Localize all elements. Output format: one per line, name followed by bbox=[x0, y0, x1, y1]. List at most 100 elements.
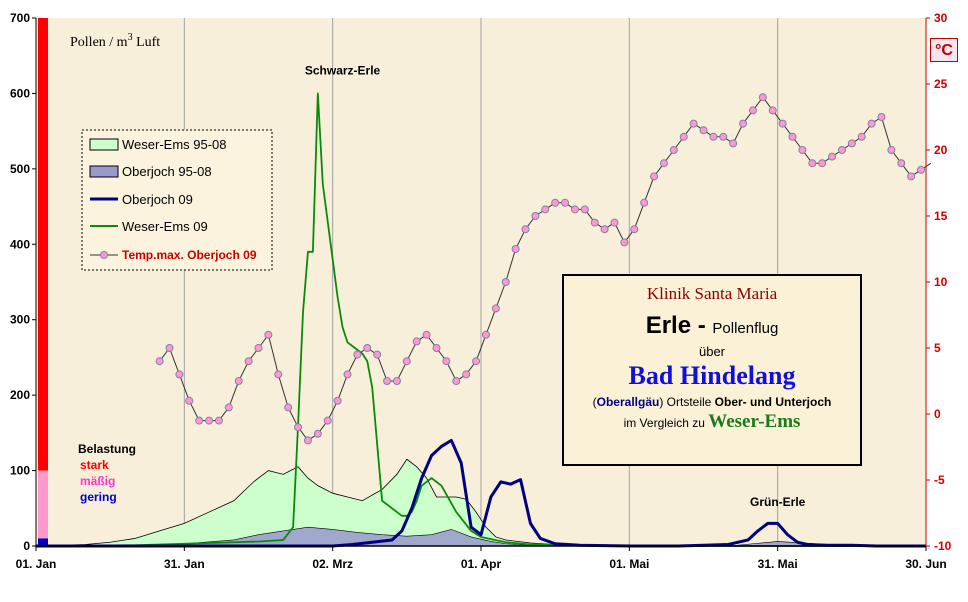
temp-point bbox=[402, 357, 411, 366]
temp-point bbox=[254, 344, 263, 352]
temperature-unit-badge: °C bbox=[930, 38, 958, 62]
temp-point bbox=[798, 146, 807, 154]
belastung-title: Belastung bbox=[78, 442, 136, 456]
temp-point bbox=[788, 132, 797, 141]
temp-point bbox=[610, 218, 619, 227]
y-left-tick-label: 100 bbox=[10, 464, 30, 478]
legend-label: Weser-Ems 95-08 bbox=[122, 137, 227, 152]
temp-point bbox=[333, 396, 342, 405]
belastung-bar-segment bbox=[38, 18, 48, 471]
x-tick-label: 30. Jun bbox=[905, 557, 946, 571]
legend-swatch-weser-ems-95-08 bbox=[89, 138, 119, 151]
temp-point bbox=[847, 139, 856, 148]
y-right-tick-label: 10 bbox=[934, 275, 948, 289]
y-left-tick-label: 700 bbox=[10, 11, 30, 25]
legend-swatch-oberjoch-95-08 bbox=[89, 165, 119, 178]
y-left-tick-label: 600 bbox=[10, 86, 30, 100]
legend-label: Oberjoch 09 bbox=[122, 192, 193, 207]
temp-point bbox=[175, 370, 184, 379]
belastung-bar-segment bbox=[38, 470, 48, 539]
legend: Weser-Ems 95-08 Oberjoch 95-08 Oberjoch … bbox=[81, 129, 273, 271]
location-subtitle: (Oberallgäu) Ortsteile Ober- und Unterjo… bbox=[564, 395, 860, 409]
temp-point bbox=[244, 357, 253, 366]
temp-point bbox=[857, 132, 866, 141]
temp-point bbox=[729, 139, 738, 148]
comparison-region: Weser-Ems bbox=[708, 411, 801, 432]
comparison-prefix: im Vergleich zu bbox=[623, 416, 709, 430]
title-box: Klinik Santa Maria Erle - Pollenflug übe… bbox=[562, 274, 862, 466]
temp-point bbox=[818, 159, 827, 168]
temp-point bbox=[887, 146, 896, 154]
belastung-bar bbox=[38, 18, 48, 546]
temp-point bbox=[343, 370, 352, 379]
legend-label: Weser-Ems 09 bbox=[122, 219, 208, 234]
temp-point bbox=[590, 218, 599, 227]
temp-point bbox=[699, 126, 708, 135]
temp-point bbox=[739, 119, 748, 128]
location-title: Bad Hindelang bbox=[628, 361, 796, 390]
temp-point bbox=[828, 152, 837, 161]
temp-point bbox=[185, 396, 194, 405]
y-left-tick-label: 0 bbox=[23, 539, 30, 553]
temp-point bbox=[917, 165, 926, 174]
temp-point bbox=[481, 330, 490, 339]
belastung-level: mäßig bbox=[80, 474, 115, 488]
ortsteile-names: Ober- und Unterjoch bbox=[714, 395, 832, 409]
temp-point bbox=[165, 344, 174, 352]
temp-point bbox=[640, 198, 649, 207]
temp-point bbox=[383, 377, 392, 385]
temp-point bbox=[551, 198, 560, 207]
region-name: Oberallgäu bbox=[596, 395, 660, 409]
temp-point bbox=[323, 416, 332, 425]
temp-point bbox=[313, 429, 322, 438]
title-big: Erle - bbox=[645, 312, 713, 339]
temp-point bbox=[155, 357, 164, 366]
temp-point bbox=[561, 198, 570, 207]
annotations: Schwarz-Erle Grün-Erle bbox=[305, 64, 806, 509]
temp-point bbox=[600, 225, 609, 234]
temp-point bbox=[284, 403, 293, 412]
temp-point bbox=[907, 172, 916, 181]
y-right-tick-label: 15 bbox=[934, 209, 948, 223]
x-tick-label: 02. Mrz bbox=[312, 557, 353, 571]
temp-point bbox=[659, 159, 668, 168]
x-tick-label: 01. Apr bbox=[461, 557, 502, 571]
belastung-level: stark bbox=[80, 458, 109, 472]
temp-point bbox=[462, 370, 471, 379]
temp-point bbox=[630, 225, 639, 234]
y-right-tick-label: -10 bbox=[934, 539, 952, 553]
temp-point bbox=[689, 119, 698, 128]
x-tick-label: 31. Mai bbox=[758, 557, 798, 571]
temp-point bbox=[412, 337, 421, 346]
y-axis-title: Pollen / m3 Luft bbox=[70, 32, 160, 50]
chart-title: Erle - Pollenflug bbox=[564, 312, 860, 340]
comparison-line: im Vergleich zu Weser-Ems bbox=[564, 411, 860, 433]
line-oberjoch-09 bbox=[36, 438, 926, 548]
y-right-tick-label: 25 bbox=[934, 77, 948, 91]
temp-point bbox=[837, 146, 846, 154]
y-right-tick-label: 30 bbox=[934, 11, 948, 25]
temp-point bbox=[620, 238, 629, 247]
temp-point bbox=[709, 132, 718, 141]
y-left-tick-label: 400 bbox=[10, 237, 30, 251]
y-right-tick-label: 5 bbox=[934, 341, 941, 355]
annotation-label: Schwarz-Erle bbox=[305, 64, 381, 78]
temp-point bbox=[264, 330, 273, 339]
temp-point bbox=[580, 205, 589, 214]
temp-point bbox=[511, 245, 520, 253]
temp-point bbox=[422, 330, 431, 339]
clinic-name: Klinik Santa Maria bbox=[646, 284, 778, 303]
belastung-bar-segment bbox=[38, 538, 48, 546]
legend-label: Oberjoch 95-08 bbox=[122, 164, 212, 179]
y-right-tick-label: 0 bbox=[934, 407, 941, 421]
temp-point bbox=[679, 132, 688, 141]
temp-point bbox=[373, 350, 382, 359]
temp-point bbox=[501, 278, 510, 286]
legend-label: Temp.max. Oberjoch 09 bbox=[122, 248, 257, 262]
belastung-legend: Belastung stark mäßig gering bbox=[78, 442, 136, 504]
temp-point bbox=[392, 377, 401, 385]
temp-point bbox=[541, 205, 550, 214]
temp-point bbox=[719, 132, 728, 141]
paren-open: ( bbox=[592, 395, 597, 409]
x-tick-label: 01. Jan bbox=[16, 557, 57, 571]
